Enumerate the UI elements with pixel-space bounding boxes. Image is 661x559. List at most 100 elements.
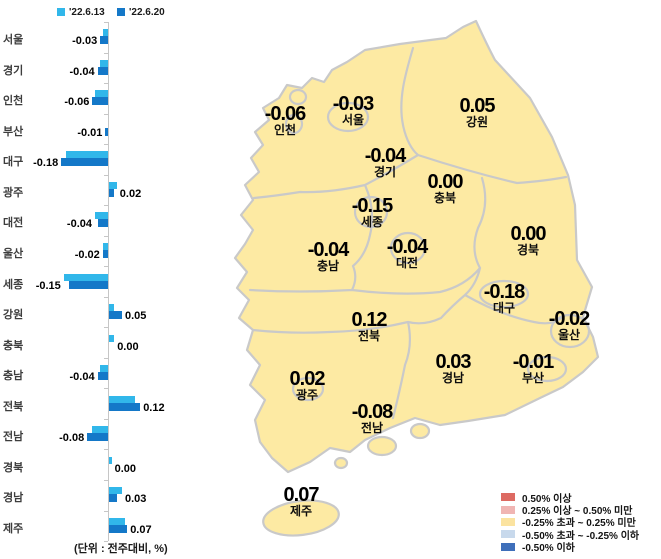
map-region-busan [526, 355, 568, 383]
chart-legend-series-2: '22.6.20 [117, 7, 165, 18]
bar-current-week [61, 158, 108, 167]
bar-current-week [109, 494, 117, 503]
map-region-seoul [326, 101, 370, 133]
map-legend-swatch [501, 505, 515, 514]
bar-current-week [105, 127, 108, 136]
map-legend-row: -0.50% 이하 [501, 541, 639, 555]
map-legend-swatch [501, 517, 515, 526]
axis-tick [104, 296, 108, 298]
bar-prev-week [109, 395, 135, 403]
map-island-south3 [333, 456, 349, 470]
bar-current-week [87, 433, 108, 442]
category-label: 강원 [3, 309, 24, 322]
map-legend-row: 0.25% 이상 ~ 0.50% 미만 [501, 503, 639, 518]
bar-prev-week [109, 517, 125, 525]
map-legend-label: -0.50% 초과 ~ -0.25% 이하 [522, 530, 640, 542]
map-region-gwangju [291, 376, 325, 402]
series2-label: '22.6.20 [129, 7, 165, 18]
series2-color-swatch [117, 8, 125, 16]
map-outline-mainland [233, 19, 600, 474]
bar-value-label: -0.02 [74, 249, 100, 261]
category-label: 경남 [3, 492, 24, 505]
bar-prev-week [66, 151, 108, 159]
map-color-legend: 0.50% 이상 0.25% 이상 ~ 0.50% 미만 -0.25% 초과 ~ 0… [501, 491, 640, 555]
bar-current-week [100, 36, 108, 45]
map-legend-row: 0.50% 이상 [501, 491, 639, 505]
bar-current-week [102, 250, 108, 258]
bar-value-label: 0.12 [143, 401, 165, 414]
map-island-jeju [262, 499, 340, 537]
bar-prev-week [95, 212, 108, 220]
bar-prev-week [92, 426, 108, 434]
category-label: 충북 [3, 339, 24, 352]
category-label: 대전 [3, 217, 24, 230]
map-region-incheon [284, 113, 304, 135]
bar-value-label: -0.18 [33, 157, 59, 170]
map-legend-row: -0.25% 초과 ~ 0.25% 미만 [501, 516, 639, 530]
bar-value-label: -0.06 [64, 96, 90, 109]
bar-value-label: 0.03 [125, 493, 147, 506]
map-legend-label: -0.50% 이하 [522, 543, 575, 555]
axis-tick [104, 205, 108, 207]
bar-current-week [92, 97, 108, 106]
map-region-ulsan [549, 313, 591, 349]
bar-current-week [69, 280, 108, 289]
map-legend-swatch [501, 530, 515, 539]
axis-tick [104, 144, 108, 146]
map-legend-label: 0.25% 이상 ~ 0.50% 미만 [522, 506, 633, 518]
category-label: 대구 [3, 156, 24, 169]
bar-current-week [97, 219, 108, 228]
series1-color-swatch [57, 8, 65, 16]
axis-tick [104, 235, 108, 237]
bar-prev-week [100, 365, 108, 373]
bar-value-label: 0.00 [117, 340, 139, 353]
bar-current-week [109, 402, 141, 411]
axis-tick [104, 22, 108, 23]
bar-prev-week [109, 334, 115, 342]
category-label: 충남 [3, 370, 24, 383]
map-island-south2 [409, 422, 431, 440]
map-region-daegu [478, 279, 530, 309]
bar-prev-week [109, 181, 117, 189]
chart-unit-note: (단위 : 전주대비, %) [74, 543, 168, 555]
axis-tick [104, 541, 108, 542]
bar-value-label: 0.00 [114, 462, 137, 475]
bar-prev-week [109, 456, 112, 464]
map-legend-label: 0.50% 이상 [522, 493, 572, 505]
category-label: 울산 [3, 248, 24, 260]
map-region-sejong [353, 195, 389, 229]
axis-tick [104, 449, 108, 451]
bar-value-label: -0.04 [69, 65, 95, 78]
category-label: 전남 [3, 431, 24, 444]
series1-label: '22.6.13 [69, 7, 105, 18]
bar-current-week [97, 66, 108, 75]
axis-tick [104, 113, 108, 115]
bar-prev-week [109, 304, 115, 312]
map-island-south1 [366, 435, 398, 457]
bar-prev-week [102, 243, 108, 250]
bar-prev-week [109, 487, 122, 495]
axis-tick [104, 174, 108, 176]
category-label: 부산 [3, 125, 24, 138]
bar-current-week [109, 524, 128, 533]
axis-tick [104, 418, 108, 420]
map-legend-label: -0.25% 초과 ~ 0.25% 미만 [522, 518, 636, 530]
category-label: 서울 [3, 34, 24, 47]
map-province-borders [248, 46, 568, 420]
bar-prev-week [100, 59, 108, 67]
axis-tick [104, 357, 108, 359]
bar-current-week [109, 311, 122, 320]
bar-value-label: -0.04 [66, 218, 92, 231]
bar-value-label: -0.08 [59, 432, 85, 445]
map-legend-row: -0.50% 초과 ~ -0.25% 이하 [501, 528, 640, 542]
category-label: 전북 [3, 400, 24, 413]
map-region-daejeon [389, 231, 427, 265]
category-label: 인천 [3, 95, 24, 108]
map-legend-swatch [501, 493, 515, 502]
bar-value-label: -0.03 [72, 35, 98, 48]
chart-legend-series-1: '22.6.13 [57, 7, 105, 18]
map-island-ganghwa [288, 88, 308, 106]
axis-tick [104, 83, 108, 85]
